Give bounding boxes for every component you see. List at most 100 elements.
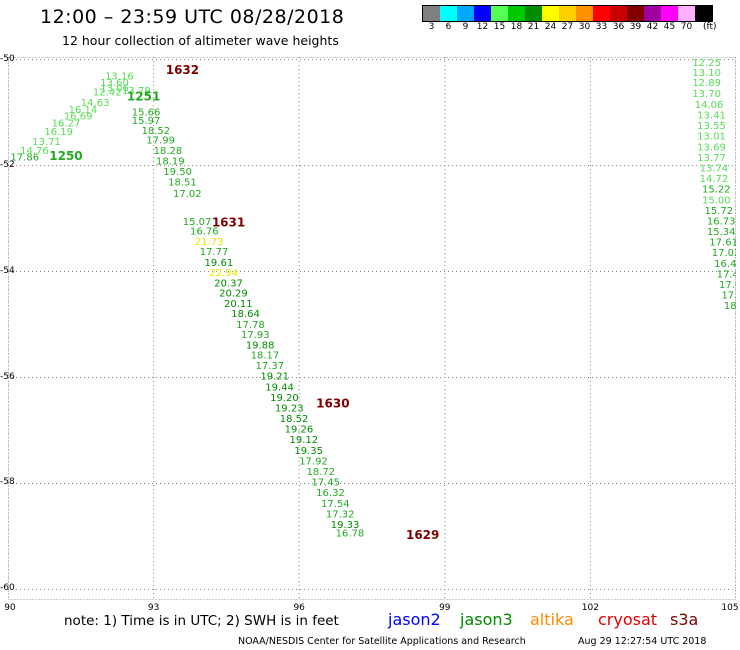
wave-height-label: 17.78 (236, 320, 265, 331)
wave-height-label: 13.70 (692, 89, 721, 100)
wave-height-label: 14.06 (695, 100, 724, 111)
wave-height-label: 13.71 (32, 137, 61, 148)
wave-height-label: 13.60 (100, 78, 129, 89)
pass-time-label: 1251 (127, 89, 160, 103)
wave-height-label: 18.52 (280, 414, 309, 425)
wave-height-label: 14.76 (20, 146, 49, 157)
wave-height-label: 18.52 (141, 126, 170, 137)
wave-height-label: 19.33 (331, 520, 360, 531)
wave-height-label: 17.02 (712, 248, 736, 259)
wave-height-label: 17.54 (321, 499, 350, 510)
wave-height-label: 17.45 (311, 478, 340, 489)
wave-height-label: 16.76 (190, 227, 219, 238)
wave-height-label: 17.99 (146, 135, 175, 146)
mission-altika: altika (530, 610, 574, 629)
wave-height-label: 13.77 (697, 153, 726, 164)
legend-swatch (576, 6, 593, 21)
wave-height-label: 16.78 (336, 528, 365, 539)
wave-height-label: 15.34 (707, 227, 736, 238)
wave-height-label: 18.19 (156, 157, 185, 168)
legend-swatch (474, 6, 491, 21)
wave-height-label: 19.21 (260, 372, 289, 383)
wave-height-label: 12.25 (692, 58, 721, 69)
wave-height-label: 15.07 (183, 217, 212, 228)
legend-swatch (525, 6, 542, 21)
x-tick-label: 99 (439, 603, 451, 613)
legend-swatch (457, 6, 474, 21)
wave-height-label: 18.17 (251, 350, 280, 361)
wave-height-label: 19.50 (163, 167, 192, 178)
wave-height-label: 18.28 (154, 146, 183, 157)
wave-height-label: 12.89 (692, 78, 721, 89)
y-tick-label: -58 (0, 477, 15, 488)
y-tick-label: -54 (0, 265, 15, 276)
legend-swatch (491, 6, 508, 21)
legend-label: 27 (561, 22, 574, 32)
wave-height-label: 17.48 (717, 269, 736, 280)
pass-time-label: 1250 (49, 149, 82, 163)
x-tick-label: 90 (4, 603, 16, 613)
legend-label: 39 (629, 22, 642, 32)
wave-height-label: 13.10 (692, 68, 721, 79)
y-tick-label: -56 (0, 371, 15, 382)
legend-swatch (695, 6, 712, 21)
wave-height-label: 12.42 (93, 88, 122, 99)
wave-height-label: 13.74 (700, 163, 729, 174)
wave-height-label: 16.32 (316, 488, 345, 499)
y-tick-label: -52 (0, 159, 15, 170)
wave-height-label: 13.55 (697, 121, 726, 132)
wave-height-label: 13.41 (697, 111, 726, 122)
mission-cryosat: cryosat (598, 610, 658, 629)
wave-height-label: 19.12 (289, 435, 318, 446)
wave-height-label: 19.61 (205, 258, 234, 269)
legend-swatch (593, 6, 610, 21)
legend-label: 36 (612, 22, 625, 32)
wave-height-label: 16.27 (52, 118, 81, 129)
legend-label: 33 (595, 22, 608, 32)
wave-height-label: 19.88 (246, 340, 275, 351)
wave-height-label: 18.72 (306, 467, 335, 478)
wave-height-label: 19.26 (285, 425, 314, 436)
x-tick-label: 102 (581, 603, 599, 613)
legend-swatch (661, 6, 678, 21)
wave-height-label: 19.20 (270, 393, 299, 404)
wave-height-label: 17.77 (200, 247, 229, 258)
wave-height-label: 17.91 (721, 291, 736, 302)
legend-label: 30 (578, 22, 591, 32)
wave-height-label: 16.19 (44, 127, 73, 138)
pass-time-label: 1631 (212, 216, 245, 230)
x-tick-label: 96 (293, 603, 305, 613)
legend-label: 42 (646, 22, 659, 32)
wave-height-label: 20.11 (224, 299, 253, 310)
wave-height-label: 14.63 (81, 98, 110, 109)
legend-swatch (644, 6, 661, 21)
map-frame (8, 57, 736, 600)
legend-swatch (423, 6, 440, 21)
wave-height-label: 19.35 (294, 446, 323, 457)
wave-height-label: 15.22 (702, 185, 731, 196)
wave-height-label: 20.29 (219, 289, 248, 300)
x-tick-label: 93 (147, 603, 160, 613)
legend-label: 3 (428, 22, 435, 32)
y-tick-label: -60 (0, 583, 15, 594)
generated-timestamp: Aug 29 12:27:54 UTC 2018 (578, 636, 707, 647)
wave-height-label: 16.14 (69, 105, 98, 116)
legend-label: 45 (663, 22, 676, 32)
wave-height-label: 13.16 (105, 71, 134, 82)
wave-height-label: 13.79 (122, 86, 151, 97)
page-title: 12:00 – 23:59 UTC 08/28/2018 (40, 6, 345, 28)
wave-height-label: 14.72 (700, 174, 729, 185)
wave-height-label: 15.66 (132, 107, 161, 118)
wave-height-label: 13.69 (697, 142, 726, 153)
pass-time-label: 1632 (166, 63, 199, 77)
wave-height-label: 15.72 (704, 206, 733, 217)
legend-label: 6 (445, 22, 452, 32)
legend-swatch (627, 6, 644, 21)
wave-height-label: 19.44 (265, 382, 294, 393)
wave-height-label: 17.86 (10, 152, 39, 163)
pass-time-label: 1630 (316, 397, 349, 411)
mission-jason2: jason2 (388, 610, 441, 629)
legend-label: 12 (476, 22, 489, 32)
legend-label: 18 (510, 22, 523, 32)
